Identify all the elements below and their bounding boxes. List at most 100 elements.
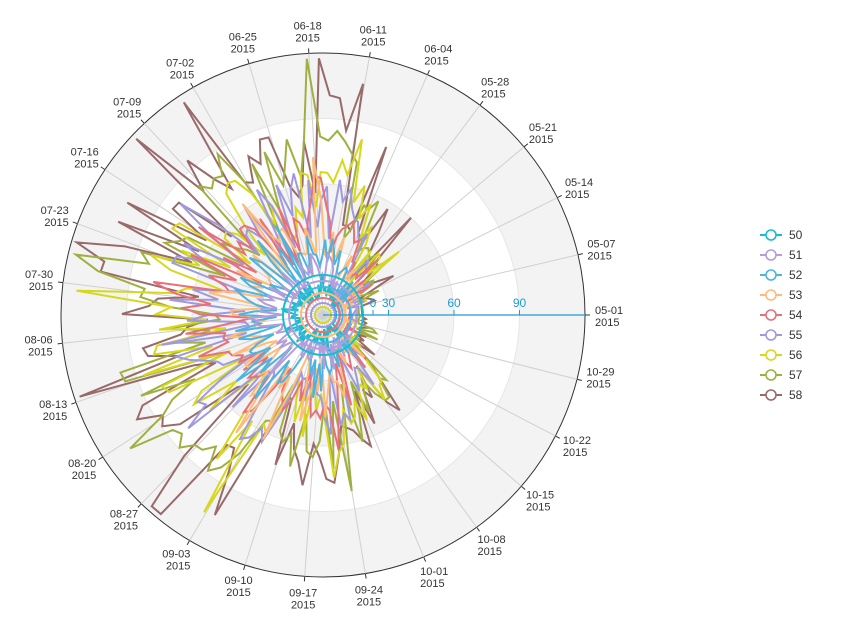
angle-tick-label: 10-29 2015: [586, 367, 614, 391]
radial-axis: 0 30 60 90: [323, 296, 585, 316]
angle-tick-label: 09-24 2015: [355, 584, 383, 608]
angle-tick-date: 05-01: [595, 305, 623, 317]
angle-tick-mark: [98, 456, 104, 461]
angle-tick-year: 2015: [231, 44, 255, 56]
angle-tick-label: 05-01 2015: [595, 305, 623, 329]
legend-marker: [765, 249, 777, 261]
angle-spoke: [189, 314, 324, 541]
angle-tick-label: 06-25 2015: [229, 32, 257, 56]
angle-tick-date: 08-06: [25, 335, 53, 347]
angle-tick-mark: [523, 143, 529, 148]
angle-tick-label: 07-16 2015: [71, 146, 99, 170]
angle-tick-mark: [247, 58, 250, 64]
angle-tick-year: 2015: [114, 521, 138, 533]
angle-tick-date: 08-13: [39, 399, 67, 411]
angle-tick-mark: [190, 82, 194, 88]
angle-tick-label: 07-09 2015: [113, 96, 141, 120]
angle-tick-date: 08-27: [110, 509, 138, 521]
legend-marker: [765, 329, 777, 341]
angle-tick-year: 2015: [529, 134, 553, 146]
angle-tick-mark: [476, 526, 480, 532]
angle-tick-label: 10-01 2015: [420, 566, 448, 590]
legend-marker: [765, 389, 777, 401]
angle-tick-date: 07-09: [113, 96, 141, 108]
angle-tick-year: 2015: [72, 470, 96, 482]
angle-tick-year: 2015: [291, 599, 315, 611]
angle-tick-label: 08-27 2015: [110, 509, 138, 533]
angle-tick-date: 07-16: [71, 146, 99, 158]
angle-tick-mark: [57, 281, 64, 284]
legend-label: 57: [789, 368, 803, 382]
legend-label: 55: [789, 328, 803, 342]
angle-tick-date: 10-29: [586, 367, 614, 379]
legend-label: 56: [789, 348, 803, 362]
angle-tick-date: 09-24: [355, 584, 383, 596]
angle-tick-label: 06-11 2015: [360, 24, 387, 48]
angle-tick-mark: [72, 221, 78, 225]
series-line-55: [161, 173, 375, 445]
angle-tick-date: 07-23: [41, 205, 69, 217]
legend-item-56[interactable]: 56: [760, 348, 803, 362]
angle-tick-date: 09-03: [162, 548, 190, 560]
angle-tick-date: 07-02: [166, 57, 194, 69]
legend-item-55[interactable]: 55: [760, 328, 803, 342]
radial-tick-label: 60: [447, 296, 461, 310]
angle-tick-mark: [557, 195, 562, 199]
angle-tick-year: 2015: [565, 189, 589, 201]
legend-item-50[interactable]: 50: [760, 228, 803, 242]
angle-tick-label: 09-03 2015: [162, 548, 190, 572]
angle-tick-date: 05-14: [565, 177, 593, 189]
angle-spoke: [322, 104, 481, 316]
legend-item-57[interactable]: 57: [760, 368, 803, 382]
angle-tick-year: 2015: [586, 379, 610, 391]
angle-tick-mark: [140, 119, 145, 124]
legend-label: 52: [789, 268, 803, 282]
legend-item-58[interactable]: 58: [760, 388, 803, 402]
legend-item-54[interactable]: 54: [760, 308, 803, 322]
angle-tick-year: 2015: [28, 347, 52, 359]
angle-spoke: [322, 74, 428, 316]
angle-tick-year: 2015: [587, 251, 611, 263]
angle-tick-date: 10-01: [420, 566, 448, 578]
angle-tick-label: 07-23 2015: [41, 205, 69, 229]
angle-tick-mark: [577, 253, 583, 256]
angle-tick-mark: [57, 342, 63, 345]
angle-tick-date: 07-30: [25, 269, 53, 281]
legend-marker: [765, 229, 777, 241]
angle-tick-date: 09-10: [224, 575, 252, 587]
angle-tick-date: 05-21: [529, 122, 557, 134]
angle-tick-label: 05-14 2015: [565, 177, 593, 201]
series-line-52: [232, 225, 360, 400]
angle-tick-mark: [479, 100, 484, 106]
legend-item-51[interactable]: 51: [760, 248, 803, 262]
angle-tick-year: 2015: [478, 546, 502, 558]
angle-tick-mark: [368, 52, 371, 58]
legend-item-53[interactable]: 53: [760, 288, 803, 302]
angle-tick-label: 10-15 2015: [526, 490, 554, 514]
angle-tick-year: 2015: [29, 281, 53, 293]
legend-item-52[interactable]: 52: [760, 268, 803, 282]
series-lines: [72, 58, 412, 516]
legend-marker: [765, 309, 777, 321]
angle-tick-label: 07-30 2015: [25, 269, 53, 293]
angle-tick-date: 08-20: [68, 458, 96, 470]
angle-tick-year: 2015: [424, 56, 448, 68]
legend-label: 51: [789, 248, 803, 262]
angle-tick-year: 2015: [595, 317, 619, 329]
angle-tick-mark: [423, 556, 427, 562]
angle-tick-mark: [137, 503, 142, 508]
angle-tick-mark: [427, 69, 430, 75]
angle-tick-year: 2015: [43, 411, 67, 423]
angle-tick-year: 2015: [74, 158, 98, 170]
angle-spoke: [140, 314, 324, 505]
legend-marker: [765, 349, 777, 361]
angle-tick-year: 2015: [226, 587, 250, 599]
angle-tick-year: 2015: [481, 89, 505, 101]
angle-tick-year: 2015: [563, 447, 587, 459]
legend-label: 53: [789, 288, 803, 302]
angle-tick-mark: [71, 401, 77, 405]
angle-tick-label: 05-07 2015: [587, 239, 615, 263]
legend-marker: [765, 269, 777, 281]
